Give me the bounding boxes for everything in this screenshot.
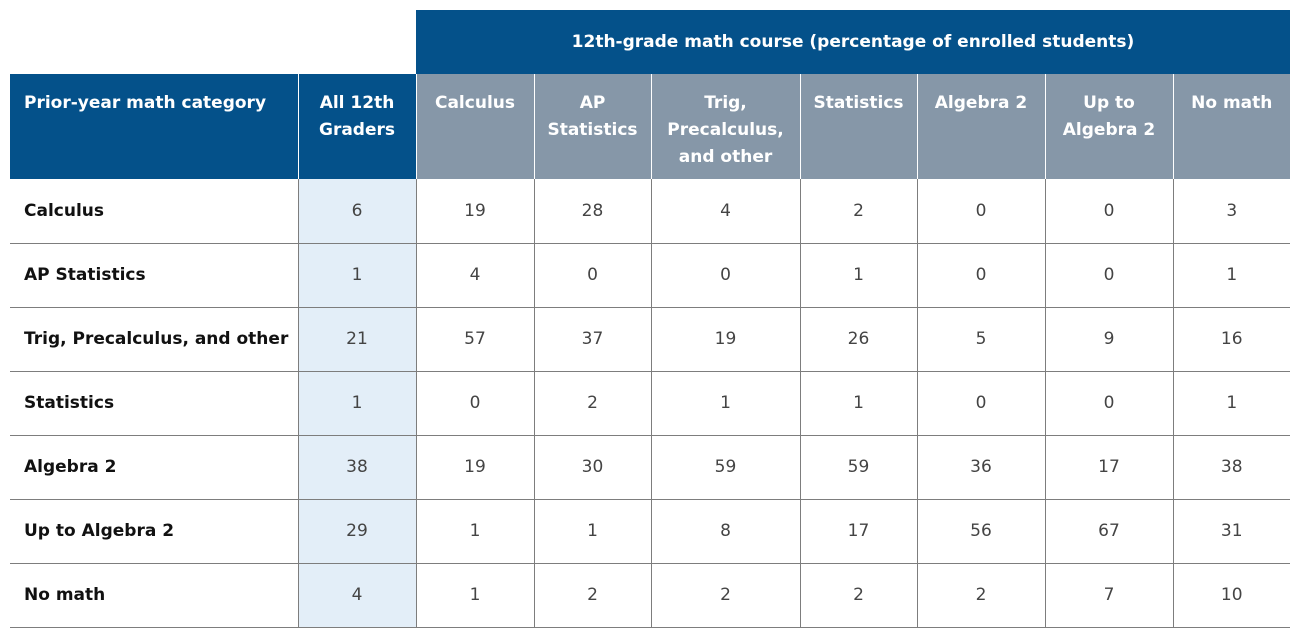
column-header-algebra-2: Algebra 2 [916,74,1045,179]
column-header-trig-precalculus: Trig, Precalculus, and other [650,74,800,179]
value-cell: 16 [1172,307,1290,372]
table-row: Trig, Precalculus, and other 21 57 37 19 26 5 9… [10,307,1290,372]
value-cell: 1 [415,563,534,628]
value-cell: 0 [916,179,1045,244]
value-cell: 1 [1172,243,1290,308]
value-cell: 7 [1044,563,1173,628]
value-cell: 28 [533,179,651,244]
value-cell: 4 [415,243,534,308]
value-cell: 59 [799,435,917,500]
value-cell: 37 [533,307,651,372]
row-label: Trig, Precalculus, and other [10,307,298,372]
all-graders-cell: 29 [297,499,416,564]
value-cell: 19 [415,435,534,500]
value-cell: 57 [415,307,534,372]
value-cell: 2 [799,179,917,244]
column-header-up-to-algebra-2: Up to Algebra 2 [1044,74,1173,179]
value-cell: 30 [533,435,651,500]
column-header-calculus: Calculus [415,74,534,179]
value-cell: 3 [1172,179,1290,244]
value-cell: 2 [533,371,651,436]
value-cell: 0 [916,243,1045,308]
value-cell: 1 [799,243,917,308]
value-cell: 4 [650,179,800,244]
value-cell: 38 [1172,435,1290,500]
value-cell: 9 [1044,307,1173,372]
value-cell: 0 [415,371,534,436]
value-cell: 31 [1172,499,1290,564]
value-cell: 8 [650,499,800,564]
column-header-statistics: Statistics [799,74,917,179]
course-group-header: 12th-grade math course (percentage of en… [416,10,1290,74]
value-cell: 17 [799,499,917,564]
value-cell: 2 [799,563,917,628]
table-row: No math 4 1 2 2 2 2 7 10 [10,563,1290,628]
column-header-ap-statistics: AP Statistics [533,74,651,179]
value-cell: 5 [916,307,1045,372]
row-header-label: Prior-year math category [10,74,298,179]
table-row: Algebra 2 38 19 30 59 59 36 17 38 [10,435,1290,500]
all-graders-cell: 1 [297,371,416,436]
all-graders-cell: 38 [297,435,416,500]
table-row: Statistics 1 0 2 1 1 0 0 1 [10,371,1290,436]
row-label: Statistics [10,371,298,436]
all-graders-cell: 21 [297,307,416,372]
table-row: Up to Algebra 2 29 1 1 8 17 56 67 31 [10,499,1290,564]
value-cell: 0 [1044,371,1173,436]
value-cell: 1 [415,499,534,564]
value-cell: 59 [650,435,800,500]
value-cell: 2 [650,563,800,628]
table-row: Calculus 6 19 28 4 2 0 0 3 [10,179,1290,244]
table-body: Calculus 6 19 28 4 2 0 0 3 AP Statistics 1 4 0 0 1 0 0 1 T… [10,179,1290,628]
row-label: Calculus [10,179,298,244]
value-cell: 67 [1044,499,1173,564]
all-graders-cell: 6 [297,179,416,244]
row-label: AP Statistics [10,243,298,308]
all-graders-cell: 4 [297,563,416,628]
value-cell: 1 [1172,371,1290,436]
math-course-table: Prior-year math category All 12th Grader… [10,74,1290,628]
value-cell: 10 [1172,563,1290,628]
value-cell: 0 [650,243,800,308]
value-cell: 19 [650,307,800,372]
value-cell: 26 [799,307,917,372]
column-header-no-math: No math [1172,74,1290,179]
value-cell: 36 [916,435,1045,500]
row-label: Algebra 2 [10,435,298,500]
value-cell: 0 [533,243,651,308]
value-cell: 1 [650,371,800,436]
value-cell: 1 [799,371,917,436]
value-cell: 17 [1044,435,1173,500]
row-label: No math [10,563,298,628]
all-graders-cell: 1 [297,243,416,308]
row-label: Up to Algebra 2 [10,499,298,564]
column-header-all-12th-graders: All 12th Graders [297,74,416,179]
column-header-row: Prior-year math category All 12th Grader… [10,74,1290,179]
value-cell: 19 [415,179,534,244]
value-cell: 2 [533,563,651,628]
value-cell: 2 [916,563,1045,628]
value-cell: 1 [533,499,651,564]
value-cell: 0 [1044,243,1173,308]
value-cell: 56 [916,499,1045,564]
value-cell: 0 [916,371,1045,436]
table-title: 12th-grade math course (percentage of en… [571,32,1135,52]
table-row: AP Statistics 1 4 0 0 1 0 0 1 [10,243,1290,308]
value-cell: 0 [1044,179,1173,244]
